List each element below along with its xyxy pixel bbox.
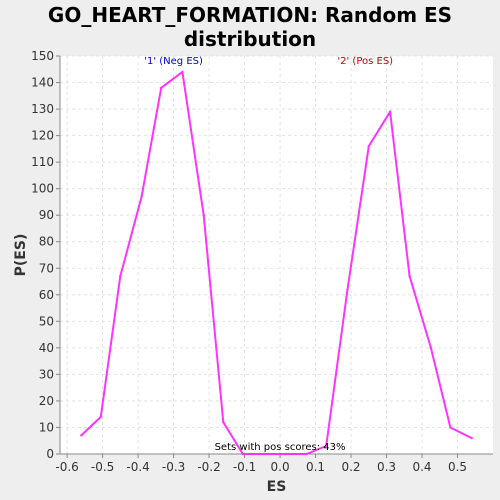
data-point <box>99 415 103 419</box>
x-tick-label: -0.2 <box>197 460 220 474</box>
x-tick-label: 0.4 <box>412 460 431 474</box>
x-tick-label: 0.1 <box>306 460 325 474</box>
chart-title-line1: GO_HEART_FORMATION: Random ES <box>47 3 453 27</box>
y-tick-label: 150 <box>31 49 54 63</box>
annotation-label: '1' (Neg ES) <box>144 56 203 67</box>
data-point <box>181 70 184 74</box>
x-tick-label: -0.6 <box>55 460 78 474</box>
series-line <box>80 70 473 455</box>
data-point <box>346 288 349 291</box>
annotation-label: Sets with pos scores: 43% <box>215 442 346 453</box>
y-axis-label: P(ES) <box>13 234 29 277</box>
x-tick-label: 0.3 <box>377 460 396 474</box>
data-point <box>429 346 433 350</box>
data-point <box>140 195 143 198</box>
y-tick-label: 110 <box>31 155 54 169</box>
x-axis-label: ES <box>267 479 287 495</box>
chart-title-line2: distribution <box>183 27 317 51</box>
data-point <box>408 275 411 278</box>
x-tick-label: -0.1 <box>233 460 256 474</box>
data-point <box>119 275 122 278</box>
data-point <box>241 452 244 456</box>
data-point <box>80 434 83 437</box>
y-tick-label: 30 <box>39 367 54 381</box>
y-tick-label: 60 <box>39 288 54 302</box>
data-point <box>262 452 266 456</box>
y-tick-label: 100 <box>31 182 54 196</box>
y-tick-label: 80 <box>39 235 54 249</box>
x-tick-label: 0.0 <box>271 460 290 474</box>
x-tick-label: -0.4 <box>126 460 149 474</box>
data-point <box>388 110 392 113</box>
y-tick-label: 130 <box>31 102 54 116</box>
y-tick-label: 10 <box>39 420 54 434</box>
x-tick-label: -0.3 <box>162 460 185 474</box>
data-point <box>470 436 473 440</box>
plot-area <box>60 56 493 454</box>
data-point <box>449 426 452 429</box>
y-tick-label: 140 <box>31 76 54 90</box>
data-point <box>222 420 225 424</box>
data-point <box>202 214 205 217</box>
annotation-label: '2' (Pos ES) <box>337 56 393 67</box>
x-tick-label: 0.5 <box>448 460 467 474</box>
data-point <box>324 444 328 448</box>
data-point <box>159 86 163 90</box>
y-tick-label: 90 <box>39 208 54 222</box>
y-tick-label: 40 <box>39 341 54 355</box>
data-point <box>305 452 308 456</box>
data-point <box>284 452 287 456</box>
x-tick-label: -0.5 <box>91 460 114 474</box>
y-tick-label: 0 <box>46 447 54 461</box>
x-tick-label: 0.2 <box>341 460 360 474</box>
y-tick-label: 50 <box>39 314 54 328</box>
y-tick-label: 20 <box>39 394 54 408</box>
data-point <box>367 145 370 148</box>
y-tick-label: 120 <box>31 129 54 143</box>
y-tick-label: 70 <box>39 261 54 275</box>
